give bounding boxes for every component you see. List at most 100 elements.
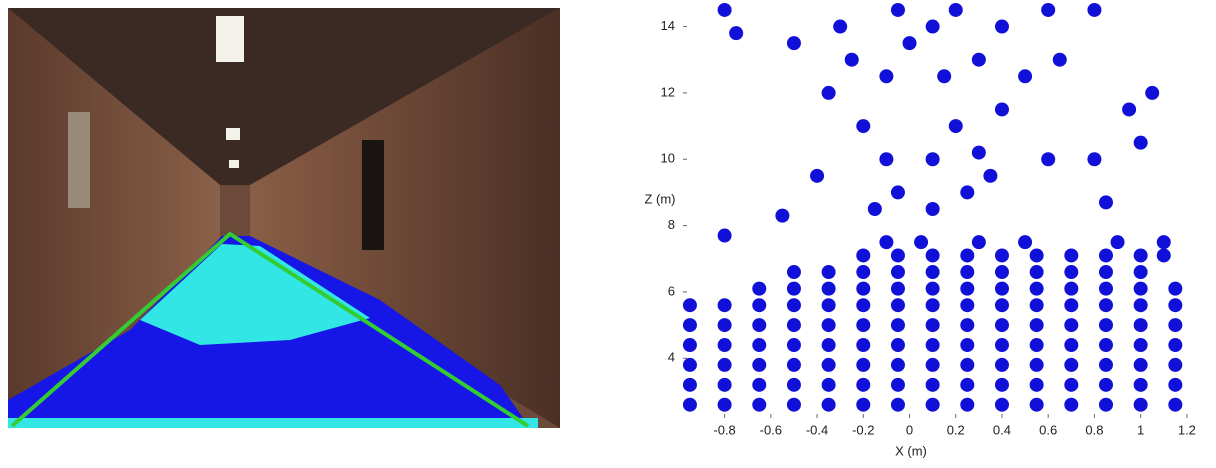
poster [68,112,90,208]
point [682,357,697,372]
point [1064,377,1079,392]
point [833,19,848,34]
floor-triangle [10,231,530,428]
point [890,397,905,412]
point [960,281,975,296]
point [1168,377,1183,392]
point [786,338,801,353]
point [682,377,697,392]
point [971,235,986,250]
point [752,397,767,412]
x-tick-label: 1.2 [1178,422,1196,437]
point [1098,281,1113,296]
point [948,2,963,17]
point [960,357,975,372]
point [821,397,836,412]
point [856,338,871,353]
point [717,318,732,333]
x-tick-label: 0.8 [1085,422,1103,437]
point [821,338,836,353]
y-axis-label: Z (m) [644,191,675,206]
point [821,265,836,280]
point [1064,281,1079,296]
point [890,185,905,200]
point [925,152,940,167]
point [925,281,940,296]
point [1133,357,1148,372]
point [1168,281,1183,296]
point [890,357,905,372]
x-tick-label: -0.2 [852,422,874,437]
point [914,235,929,250]
point [1168,338,1183,353]
point [1098,298,1113,313]
point [821,281,836,296]
point [925,397,940,412]
point [1133,318,1148,333]
point [960,185,975,200]
point [1156,235,1171,250]
point [1133,281,1148,296]
point [1122,102,1137,117]
y-tick-label: 14 [661,18,675,33]
point [752,377,767,392]
point [1098,195,1113,210]
point [682,298,697,313]
point [925,338,940,353]
point [925,248,940,263]
doorway [362,140,384,250]
point [960,377,975,392]
point [1087,152,1102,167]
point [960,338,975,353]
point [994,19,1009,34]
point [994,265,1009,280]
point [1098,265,1113,280]
floor-cyan [8,418,538,428]
point [786,36,801,51]
point [925,357,940,372]
point [960,397,975,412]
point [682,397,697,412]
point [786,265,801,280]
point [948,119,963,134]
ceiling-light [216,16,244,62]
point [1029,281,1044,296]
point [960,318,975,333]
point [682,318,697,333]
point [717,2,732,17]
point [1029,357,1044,372]
point [1029,318,1044,333]
point [1064,248,1079,263]
point [1029,377,1044,392]
point [729,26,744,41]
point [856,377,871,392]
ceiling-light [229,160,239,168]
point [1029,338,1044,353]
point [890,298,905,313]
point [925,202,940,216]
point [1087,2,1102,17]
y-tick-label: 12 [661,84,675,99]
point [890,2,905,17]
point [994,338,1009,353]
point [890,281,905,296]
point [821,298,836,313]
point [717,298,732,313]
point [1168,357,1183,372]
point [1029,265,1044,280]
point [821,377,836,392]
y-tick-label: 6 [668,283,675,298]
point [752,281,767,296]
point [994,377,1009,392]
point [879,69,894,84]
point [1168,318,1183,333]
point [1064,338,1079,353]
point [856,119,871,134]
x-tick-label: 1 [1137,422,1144,437]
x-tick-label: 0.4 [993,422,1011,437]
point [1098,377,1113,392]
point [925,265,940,280]
x-tick-label: 0.2 [947,422,965,437]
point [1098,397,1113,412]
